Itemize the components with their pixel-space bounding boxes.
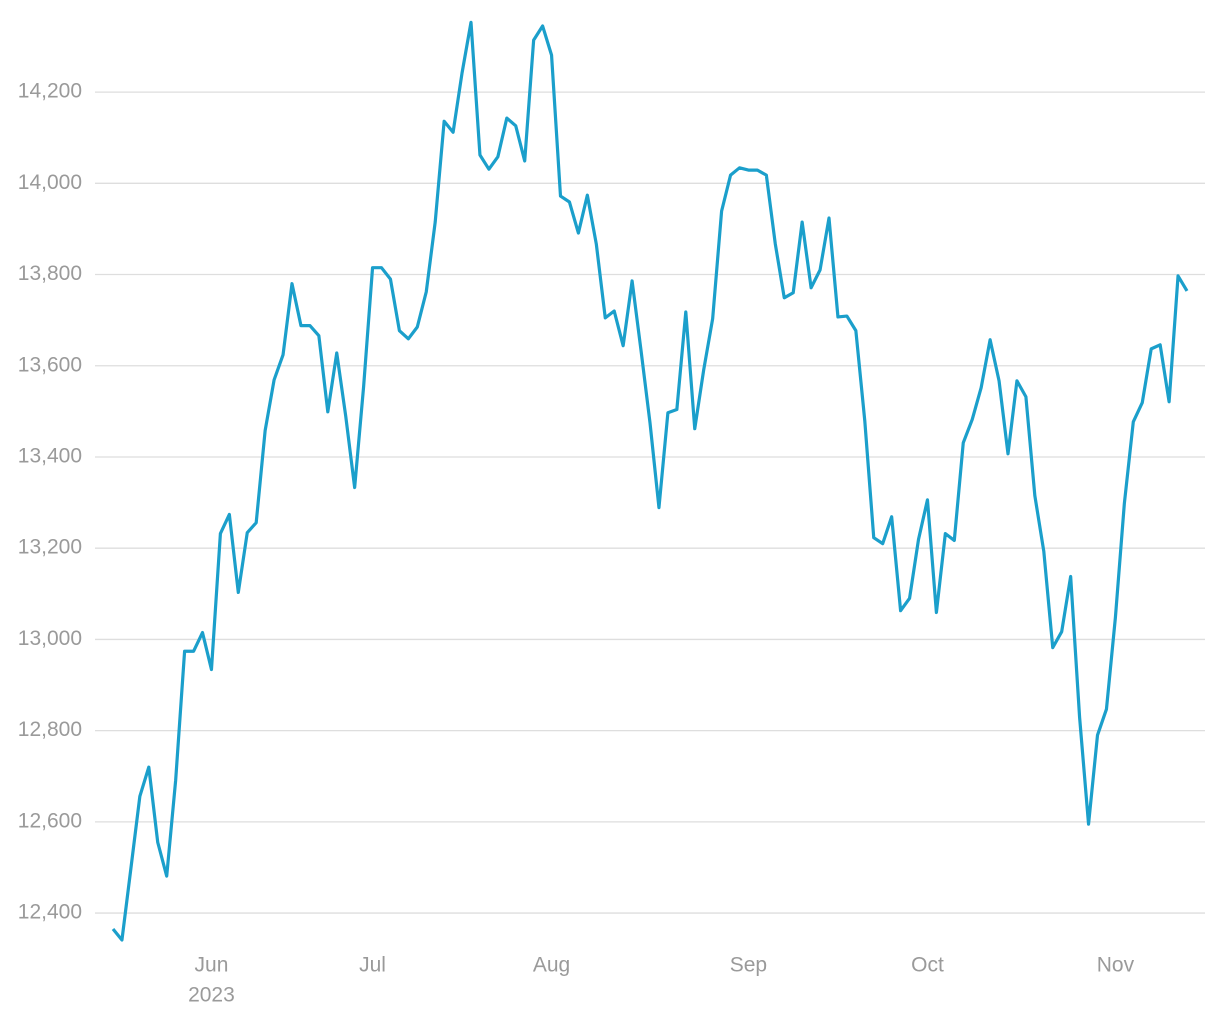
y-tick-label: 12,400 [18, 901, 82, 924]
y-tick-label: 12,600 [18, 809, 82, 832]
y-tick-label: 13,600 [18, 353, 82, 376]
y-tick-label: 13,000 [18, 627, 82, 650]
y-tick-label: 13,800 [18, 262, 82, 285]
y-tick-label: 14,000 [18, 171, 82, 194]
x-tick-label: Jul [359, 954, 386, 977]
y-tick-label: 14,200 [18, 80, 82, 103]
x-tick-label: Aug [533, 954, 570, 977]
y-tick-label: 13,200 [18, 536, 82, 559]
line-series [111, 20, 1189, 942]
x-tick-label: Oct [911, 954, 944, 977]
y-tick-label: 13,400 [18, 445, 82, 468]
x-tick-label: Jun [195, 954, 229, 977]
x-tick-label: Sep [730, 954, 767, 977]
x-tick-label: Nov [1097, 954, 1135, 977]
x-year-label: 2023 [188, 984, 235, 1007]
y-tick-label: 12,800 [18, 718, 82, 741]
